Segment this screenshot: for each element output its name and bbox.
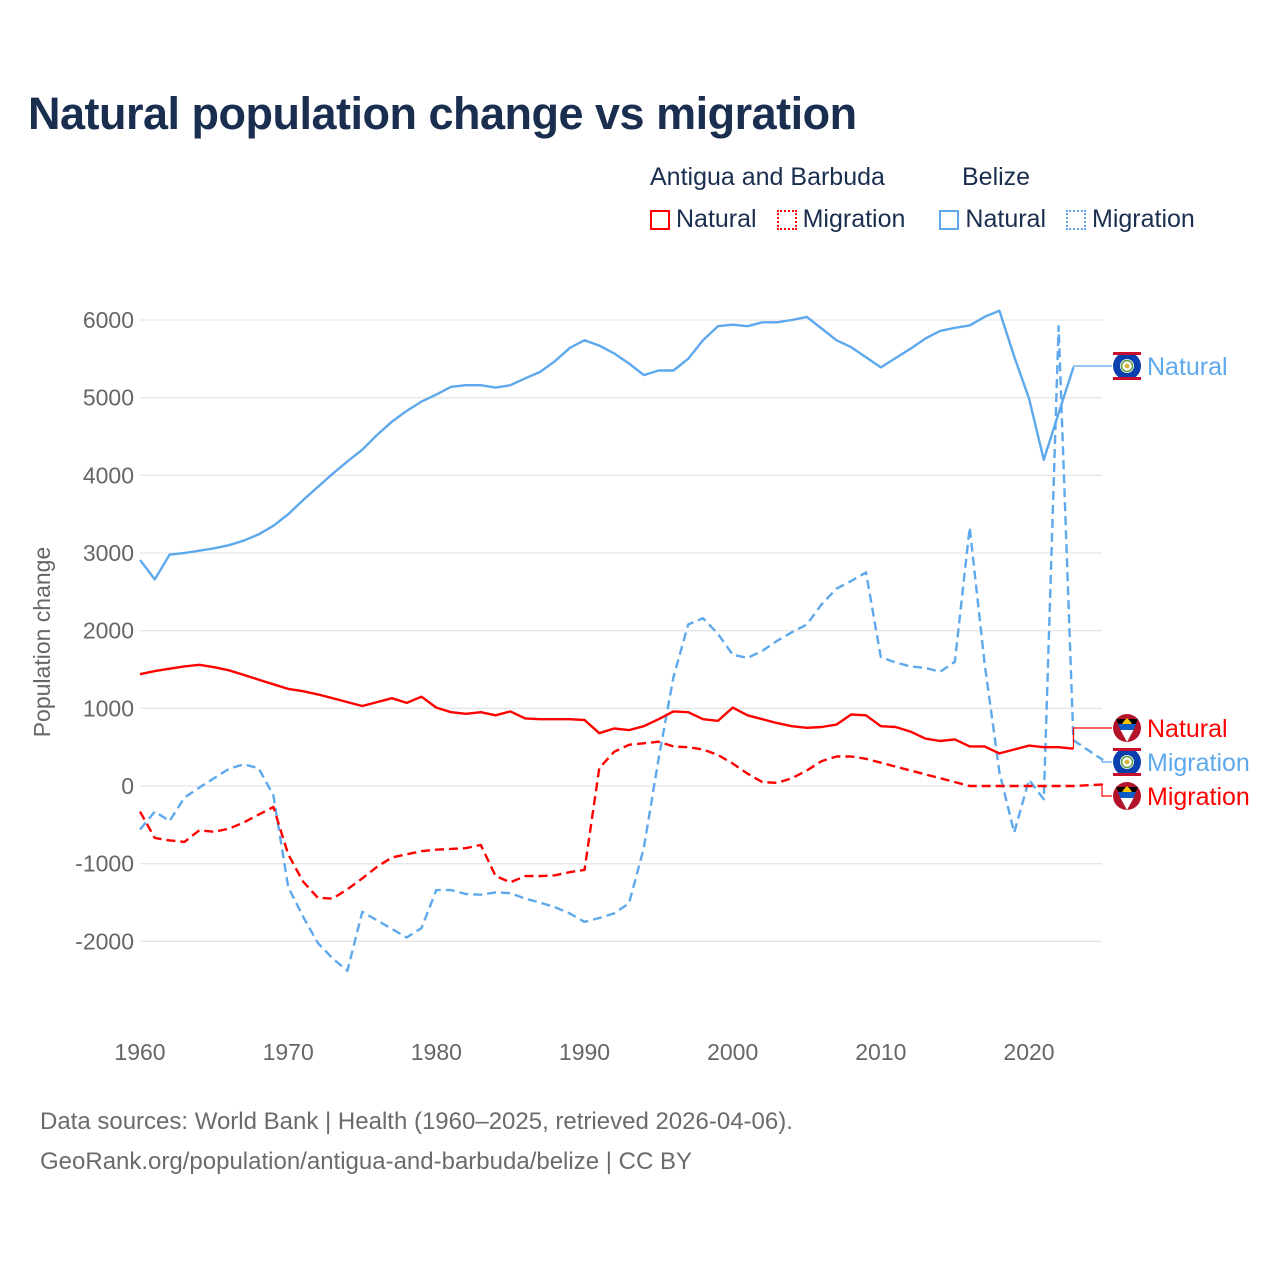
flag-sun <box>1122 718 1132 724</box>
label-connector <box>1072 727 1112 749</box>
x-tick-label: 2010 <box>855 1039 906 1065</box>
x-tick-label: 2020 <box>1003 1039 1054 1065</box>
legend-swatch-dotted <box>776 209 797 230</box>
series-line-antigua-and-barbuda-migration <box>138 740 1104 900</box>
label-connector <box>1072 365 1112 368</box>
x-tick-label: 1970 <box>263 1039 314 1065</box>
x-axis-ticks: 1960 1970 1980 1990 2000 2010 2020 <box>114 1039 1054 1065</box>
end-label: Migration <box>1147 783 1250 811</box>
legend-swatch-solid <box>650 209 670 230</box>
legend: Natural Migration Natural Migration <box>650 205 1215 234</box>
x-tick-label: 2000 <box>707 1039 758 1065</box>
legend-item-belize-natural[interactable]: Natural <box>939 205 1046 234</box>
y-axis-label: Population change <box>29 547 55 738</box>
flag-blue-band <box>1118 792 1136 798</box>
flag-shield <box>1124 363 1130 369</box>
legend-group-antigua: Antigua and Barbuda <box>650 163 885 191</box>
chart-title: Natural population change vs migration <box>28 88 857 139</box>
belize-flag-icon <box>1113 352 1141 380</box>
y-tick-label: 5000 <box>83 385 134 411</box>
x-tick-label: 1960 <box>114 1039 165 1065</box>
gridlines <box>140 319 1102 942</box>
flag-stripe <box>1113 352 1141 355</box>
y-tick-label: 0 <box>121 773 134 799</box>
antigua-flag-icon <box>1113 782 1141 810</box>
end-label: Migration <box>1147 749 1250 777</box>
flag-sun <box>1122 786 1132 792</box>
flag-wreath <box>1120 359 1134 373</box>
flag-white-band <box>1120 730 1134 742</box>
series-line-antigua-and-barbuda-natural <box>139 663 1074 755</box>
end-label: Natural <box>1147 715 1228 743</box>
y-tick-label: 4000 <box>83 462 134 488</box>
legend-item-antigua-migration[interactable]: Migration <box>776 205 906 234</box>
flag-shield <box>1124 759 1130 765</box>
y-tick-label: 6000 <box>83 307 134 333</box>
y-tick-label: -1000 <box>75 851 134 877</box>
end-label: Natural <box>1147 353 1228 381</box>
y-tick-label: 2000 <box>83 618 134 644</box>
legend-swatch-dotted <box>1066 209 1087 230</box>
legend-swatch-solid <box>939 209 960 230</box>
footer-link[interactable]: GeoRank.org/population/antigua-and-barbu… <box>40 1148 692 1175</box>
legend-label: Natural <box>965 205 1047 233</box>
end-labels: Natural Migration Natural Migration <box>1072 352 1250 811</box>
series-line-belize-natural <box>139 309 1075 581</box>
flag-white-band <box>1120 798 1134 810</box>
flag-stripe <box>1113 377 1141 380</box>
legend-label: Migration <box>1092 205 1195 233</box>
series-line-belize-migration <box>139 325 1104 972</box>
label-connector <box>1101 783 1112 797</box>
flag-blue-band <box>1118 724 1136 730</box>
label-connector <box>1101 759 1112 763</box>
belize-flag-icon <box>1113 748 1141 776</box>
y-tick-label: 1000 <box>83 695 134 721</box>
flag-stripe <box>1113 773 1141 776</box>
antigua-flag-icon <box>1113 714 1141 742</box>
legend-label: Migration <box>802 205 906 233</box>
flag-wreath <box>1120 755 1134 769</box>
legend-item-belize-migration[interactable]: Migration <box>1066 205 1195 234</box>
x-tick-label: 1990 <box>559 1039 610 1065</box>
x-tick-label: 1980 <box>411 1039 462 1065</box>
legend-item-antigua-natural[interactable]: Natural <box>650 205 757 234</box>
y-tick-label: 3000 <box>83 540 134 566</box>
y-tick-label: -2000 <box>75 928 134 954</box>
legend-group-belize: Belize <box>962 163 1031 191</box>
flag-stripe <box>1113 748 1141 751</box>
series-lines <box>138 309 1104 972</box>
legend-label: Natural <box>676 205 757 233</box>
y-axis-ticks: -2000 -1000 0 1000 2000 3000 4000 5000 6000 <box>75 307 134 954</box>
footer-sources: Data sources: World Bank | Health (1960–… <box>40 1108 793 1135</box>
